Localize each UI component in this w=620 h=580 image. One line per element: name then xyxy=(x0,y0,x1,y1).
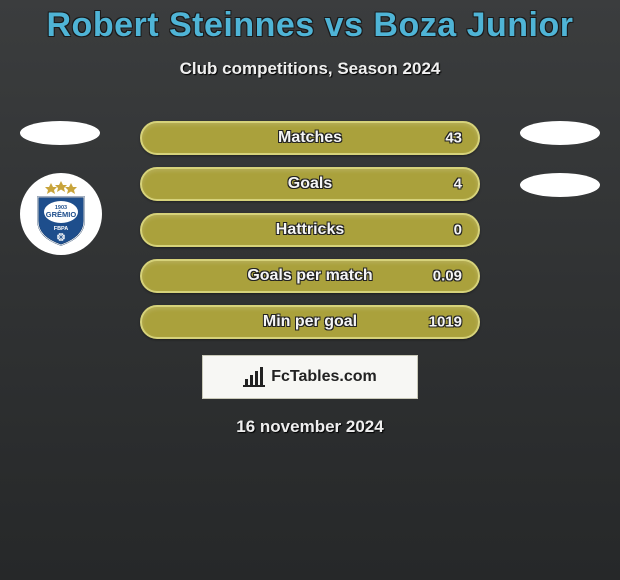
player2-placeholder-oval-2 xyxy=(520,173,600,197)
page-title: Robert Steinnes vs Boza Junior xyxy=(0,0,620,45)
stat-bars: Matches 43 Goals 4 Hattricks 0 Goals per… xyxy=(140,121,480,339)
stat-value: 0 xyxy=(454,222,462,239)
club-logo-gremio: 1903 GRÊMIO FBPA xyxy=(20,173,102,255)
subtitle: Club competitions, Season 2024 xyxy=(0,59,620,79)
bars-chart-icon xyxy=(243,367,265,387)
stat-value: 43 xyxy=(445,130,462,147)
footer-brand-box[interactable]: FcTables.com xyxy=(202,355,418,399)
player1-placeholder-oval xyxy=(20,121,100,145)
stat-label: Goals xyxy=(288,175,332,193)
stat-bar-matches: Matches 43 xyxy=(140,121,480,155)
footer-brand-text: FcTables.com xyxy=(271,368,377,386)
club-sub: FBPA xyxy=(54,226,69,232)
date-text: 16 november 2024 xyxy=(0,417,620,437)
stat-label: Matches xyxy=(278,129,342,147)
stat-bar-goals: Goals 4 xyxy=(140,167,480,201)
stat-value: 1019 xyxy=(429,314,462,331)
player2-placeholder-oval-1 xyxy=(520,121,600,145)
stat-value: 0.09 xyxy=(433,268,462,285)
stat-label: Min per goal xyxy=(263,313,357,331)
stat-label: Goals per match xyxy=(247,267,372,285)
stat-value: 4 xyxy=(454,176,462,193)
gremio-crest-icon: 1903 GRÊMIO FBPA xyxy=(26,179,96,249)
stat-bar-goals-per-match: Goals per match 0.09 xyxy=(140,259,480,293)
stat-label: Hattricks xyxy=(276,221,344,239)
stat-bar-min-per-goal: Min per goal 1019 xyxy=(140,305,480,339)
club-name: GRÊMIO xyxy=(46,210,77,219)
comparison-stage: 1903 GRÊMIO FBPA Matches 43 Goals 4 Hatt… xyxy=(0,121,620,339)
stat-bar-hattricks: Hattricks 0 xyxy=(140,213,480,247)
